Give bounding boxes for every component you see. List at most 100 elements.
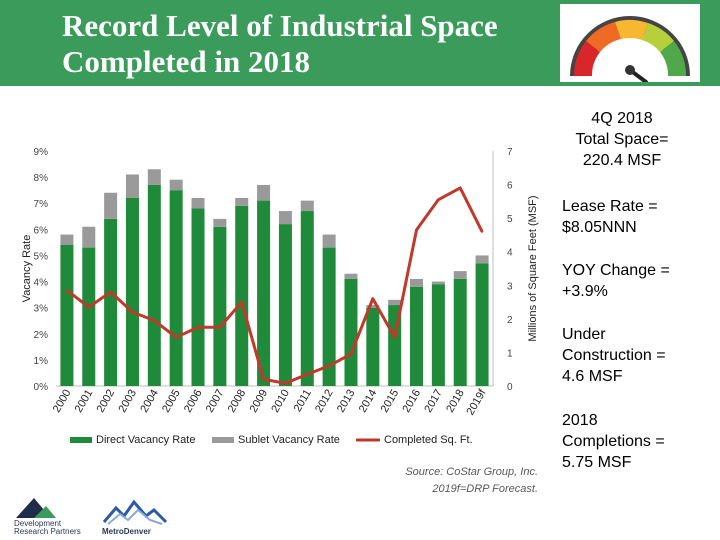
stat-2018-completions: 2018 Completions = 5.75 MSF bbox=[562, 412, 665, 471]
point-completed-sqft bbox=[109, 290, 112, 294]
stat-yoy-change: YOY Change = +3.9% bbox=[562, 262, 670, 300]
x-tick-label: 2006 bbox=[182, 388, 205, 415]
point-completed-sqft bbox=[393, 336, 396, 339]
source-line-1: Source: CoStar Group, Inc. bbox=[405, 466, 538, 478]
stat-total-space: 4Q 2018 Total Space= 220.4 MSF bbox=[575, 110, 669, 169]
bar-direct-vacancy bbox=[366, 307, 380, 386]
bar-direct-vacancy bbox=[125, 198, 139, 386]
x-tick-label: 2000 bbox=[51, 388, 74, 415]
y2-tick-label: 1 bbox=[507, 348, 513, 359]
bar-sublet-vacancy bbox=[213, 218, 227, 227]
x-tick-label: 2001 bbox=[73, 388, 96, 415]
y-tick-label: 9% bbox=[34, 147, 49, 158]
drp-logo: Development Research Partners bbox=[14, 498, 81, 536]
x-tick-label: 2004 bbox=[138, 388, 161, 415]
title-banner: Record Level of Industrial Space Complet… bbox=[0, 0, 720, 86]
bar-sublet-vacancy bbox=[82, 226, 96, 248]
point-completed-sqft bbox=[349, 352, 353, 356]
y2-tick-label: 5 bbox=[507, 214, 513, 225]
bar-direct-vacancy bbox=[235, 205, 249, 386]
bar-direct-vacancy bbox=[278, 224, 292, 386]
bar-direct-vacancy bbox=[322, 247, 336, 386]
bar-direct-vacancy bbox=[431, 284, 445, 386]
y-tick-label: 6% bbox=[34, 225, 49, 236]
point-completed-sqft bbox=[415, 228, 418, 232]
x-tick-label: 2002 bbox=[95, 388, 118, 415]
bar-sublet-vacancy bbox=[125, 174, 139, 198]
vacancy-completions-chart: 0% 1% 2% 3% 4% 5% 6% 7% 8% 9% 0 1 2 3 4 5 6 7 2000 2001 2002… bbox=[21, 147, 539, 446]
bar-direct-vacancy bbox=[257, 200, 271, 386]
y-tick-label: 1% bbox=[34, 356, 49, 367]
source-line-2: 2019f=DRP Forecast. bbox=[432, 483, 538, 495]
bar-sublet-vacancy bbox=[366, 305, 380, 308]
point-completed-sqft bbox=[327, 364, 331, 368]
x-tick-label: 2007 bbox=[204, 388, 227, 415]
legend-label-completed: Completed Sq. Ft. bbox=[384, 434, 473, 446]
bar-direct-vacancy bbox=[453, 278, 467, 386]
slide-title: Record Level of Industrial Space Complet… bbox=[62, 8, 562, 80]
legend-swatch-sublet bbox=[212, 437, 234, 443]
y2-tick-label: 2 bbox=[507, 315, 513, 326]
x-tick-label: 2003 bbox=[116, 388, 139, 415]
y-tick-label: 0% bbox=[34, 382, 49, 393]
point-completed-sqft bbox=[459, 186, 462, 190]
y-axis-title: Vacancy Rate bbox=[21, 235, 33, 303]
point-completed-sqft bbox=[371, 297, 375, 300]
point-completed-sqft bbox=[306, 373, 309, 376]
point-completed-sqft bbox=[240, 300, 243, 304]
bar-sublet-vacancy bbox=[410, 278, 424, 287]
point-completed-sqft bbox=[437, 198, 440, 201]
metro-denver-logo: MetroDenver bbox=[102, 499, 168, 536]
x-tick-label: 2005 bbox=[160, 388, 183, 415]
point-completed-sqft bbox=[174, 336, 178, 339]
bar-sublet-vacancy bbox=[169, 179, 183, 191]
legend-label-direct: Direct Vacancy Rate bbox=[96, 434, 195, 446]
x-tick-label: 2011 bbox=[292, 388, 314, 414]
bar-direct-vacancy bbox=[60, 245, 74, 386]
y-tick-label: 8% bbox=[34, 173, 49, 184]
y-tick-label: 3% bbox=[34, 304, 49, 315]
x-tick-label: 2014 bbox=[357, 388, 380, 415]
bar-sublet-vacancy bbox=[278, 211, 292, 225]
line-completed-sqft bbox=[66, 186, 484, 385]
x-tick-label: 2009 bbox=[248, 388, 271, 415]
x-tick-label: 2010 bbox=[269, 388, 292, 415]
x-tick-label: 2013 bbox=[335, 388, 358, 415]
bar-direct-vacancy bbox=[344, 278, 358, 386]
bar-direct-vacancy bbox=[213, 226, 227, 386]
y2-axis-title: Millions of Square Feet (MSF) bbox=[527, 195, 539, 341]
bar-sublet-vacancy bbox=[235, 198, 249, 206]
x-tick-label: 2015 bbox=[379, 388, 402, 415]
point-completed-sqft bbox=[87, 305, 90, 309]
y-tick-label: 2% bbox=[34, 330, 49, 341]
y2-tick-label: 3 bbox=[507, 281, 513, 292]
title-line-2: Completed in 2018 bbox=[62, 44, 310, 79]
y-tick-label: 7% bbox=[34, 199, 49, 210]
bar-direct-vacancy bbox=[82, 247, 96, 386]
legend-swatch-direct bbox=[70, 437, 92, 443]
y2-tick-label: 6 bbox=[507, 181, 513, 192]
gauge-graphic bbox=[560, 4, 700, 84]
y2-tick-label: 0 bbox=[507, 382, 513, 393]
point-completed-sqft bbox=[262, 378, 265, 381]
x-tick-label: 2018 bbox=[444, 388, 467, 415]
bar-sublet-vacancy bbox=[60, 234, 74, 245]
bar-sublet-vacancy bbox=[475, 255, 489, 264]
bar-sublet-vacancy bbox=[257, 184, 271, 201]
bar-sublet-vacancy bbox=[344, 273, 358, 279]
bar-sublet-vacancy bbox=[104, 192, 118, 219]
speedometer-icon bbox=[570, 16, 690, 84]
bar-sublet-vacancy bbox=[191, 198, 205, 209]
x-tick-label: 2017 bbox=[422, 388, 445, 415]
y-tick-label: 5% bbox=[34, 251, 49, 262]
bar-sublet-vacancy bbox=[431, 281, 445, 285]
x-tick-label: 2019f bbox=[465, 387, 490, 418]
bar-direct-vacancy bbox=[410, 286, 424, 386]
bar-sublet-vacancy bbox=[147, 169, 161, 185]
bar-direct-vacancy bbox=[475, 263, 489, 386]
bar-direct-vacancy bbox=[147, 184, 161, 386]
stat-lease-rate: Lease Rate = $8.05NNN bbox=[562, 198, 658, 236]
bar-direct-vacancy bbox=[104, 218, 118, 386]
point-completed-sqft bbox=[131, 310, 134, 314]
bar-sublet-vacancy bbox=[300, 200, 314, 212]
